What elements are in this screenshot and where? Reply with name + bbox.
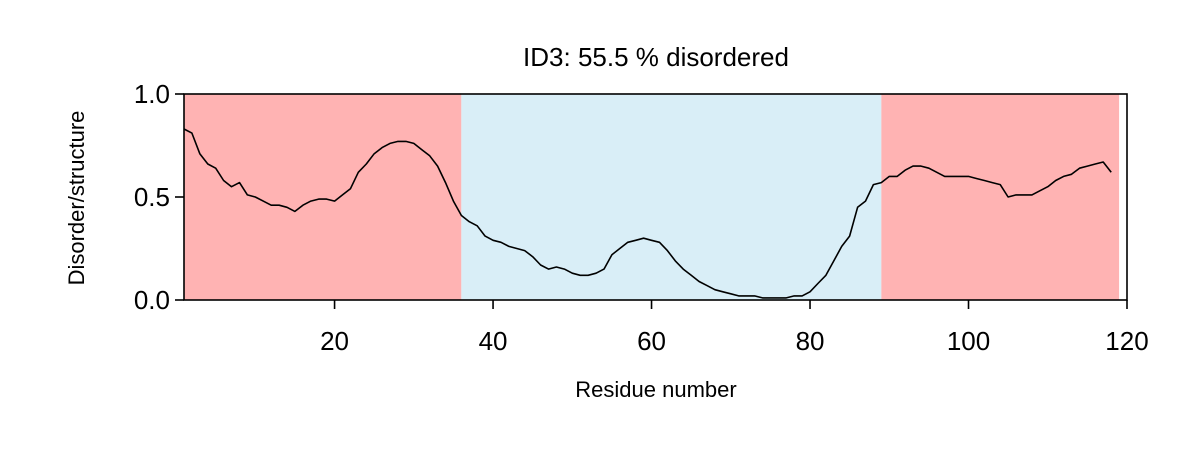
region-band-3 xyxy=(881,94,1120,300)
x-axis-label: Residue number xyxy=(575,377,736,402)
x-axis-ticks: 20 40 60 80 100 120 xyxy=(320,300,1149,356)
disorder-series-line xyxy=(183,128,1112,299)
x-tick-label: 80 xyxy=(796,326,825,356)
x-tick-label: 100 xyxy=(947,326,990,356)
y-axis-label: Disorder/structure xyxy=(64,111,89,286)
region-bands xyxy=(184,94,1120,300)
x-tick-label: 40 xyxy=(479,326,508,356)
region-band-2 xyxy=(461,94,882,300)
y-tick-label: 0.5 xyxy=(134,182,170,212)
x-tick-label: 120 xyxy=(1105,326,1148,356)
x-tick-label: 20 xyxy=(320,326,349,356)
y-axis-ticks: 0.0 0.5 1.0 xyxy=(134,79,184,315)
y-tick-label: 0.0 xyxy=(134,285,170,315)
x-tick-label: 60 xyxy=(637,326,666,356)
y-tick-label: 1.0 xyxy=(134,79,170,109)
chart-title: ID3: 55.5 % disordered xyxy=(523,42,789,72)
region-band-1 xyxy=(184,94,462,300)
